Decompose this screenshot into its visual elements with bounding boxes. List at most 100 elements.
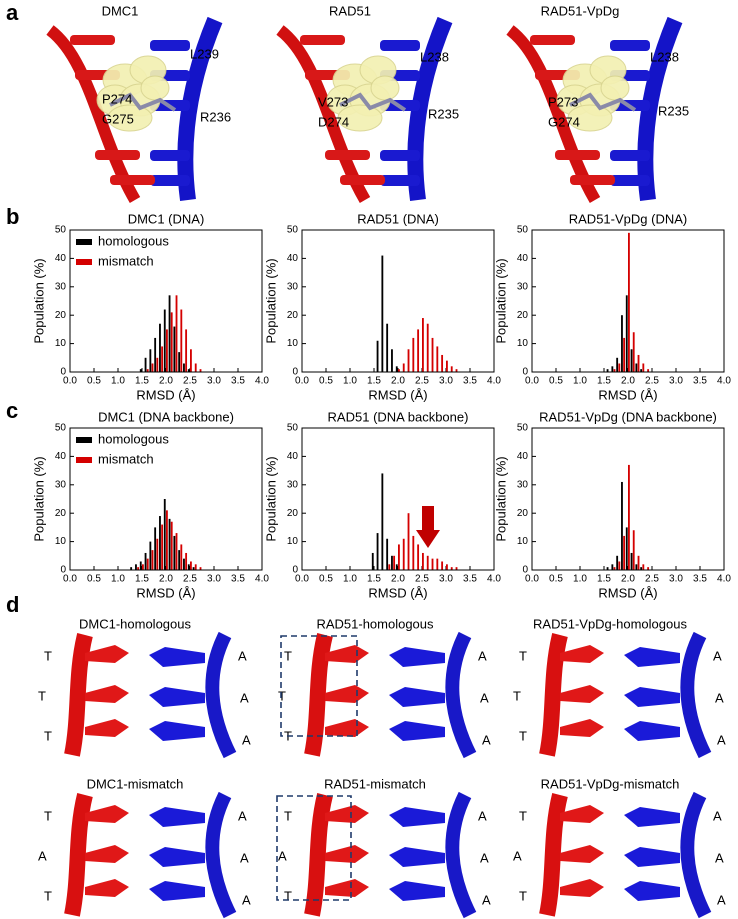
y-tick-label: 20	[55, 310, 67, 321]
bar	[166, 329, 168, 372]
red-base	[555, 150, 600, 160]
y-axis-label: Population (%)	[263, 258, 278, 343]
bar	[199, 567, 202, 570]
residue-label: P274	[102, 91, 132, 106]
plot-frame	[301, 427, 495, 571]
x-tick-label: 3.5	[693, 574, 707, 585]
blue-backbone	[445, 791, 477, 919]
x-tick-label: 0.0	[63, 574, 77, 585]
x-tick-label: 1.0	[343, 574, 357, 585]
y-tick-label: 50	[517, 423, 529, 434]
y-tick-label: 40	[287, 451, 299, 462]
bar	[616, 357, 619, 372]
bar	[149, 349, 152, 372]
x-tick-label: 4.0	[255, 574, 269, 585]
bar	[183, 558, 185, 570]
residue-label: D274	[318, 114, 349, 129]
bar	[154, 527, 157, 570]
bar	[632, 332, 635, 372]
blue-base	[610, 40, 650, 51]
bar	[446, 360, 448, 372]
blue-base	[150, 150, 190, 161]
red-base	[560, 645, 604, 663]
bar	[647, 369, 650, 372]
blue-base	[149, 647, 205, 667]
bar	[628, 464, 630, 570]
x-tick-label: 3.0	[669, 376, 683, 387]
base-letter: A	[715, 690, 724, 705]
legend-swatch	[76, 259, 92, 265]
blue-base	[380, 40, 420, 51]
red-backbone	[539, 633, 568, 757]
chart: DMC1 (DNA backbone) RMSD (Å) Population (%…	[31, 409, 269, 600]
x-axis-label: RMSD (Å)	[368, 387, 427, 402]
bar	[407, 513, 410, 570]
x-tick-label: 2.0	[621, 574, 635, 585]
x-tick-label: 1.0	[111, 574, 125, 585]
blue-base	[624, 847, 680, 867]
bar	[436, 346, 439, 372]
y-tick-label: 0	[292, 565, 298, 576]
bar	[613, 567, 616, 570]
base-letter: A	[480, 850, 489, 865]
bar	[187, 369, 190, 372]
bar	[647, 567, 650, 570]
bar	[144, 552, 147, 570]
red-base	[325, 805, 369, 823]
bar	[146, 558, 149, 570]
red-base	[70, 35, 115, 45]
bar	[441, 561, 444, 570]
bar	[381, 255, 384, 372]
base-letter: A	[480, 690, 489, 705]
bar	[606, 567, 609, 570]
bar	[149, 541, 152, 570]
residue-label: R236	[200, 109, 231, 124]
bar	[183, 363, 185, 372]
bar	[166, 510, 168, 570]
red-backbone	[304, 793, 333, 917]
y-tick-label: 40	[517, 253, 529, 264]
blue-base	[380, 175, 420, 186]
bar	[417, 544, 420, 570]
red-base	[325, 845, 369, 863]
y-tick-label: 20	[517, 310, 529, 321]
panel-title: RAD51	[329, 3, 371, 18]
bar	[398, 369, 400, 372]
highlight-box	[276, 795, 352, 901]
bar	[455, 369, 458, 372]
bar	[180, 544, 183, 570]
red-base	[95, 150, 140, 160]
red-backbone	[64, 793, 93, 917]
x-tick-label: 2.5	[645, 574, 659, 585]
base-letter: T	[519, 728, 527, 743]
vdw-surface	[107, 104, 153, 132]
y-tick-label: 50	[287, 423, 299, 434]
blue-backbone	[205, 791, 237, 919]
panel-title: RAD51-homologous	[316, 616, 434, 631]
bar	[446, 564, 448, 570]
residue-label: L239	[190, 46, 219, 61]
x-tick-label: 2.0	[159, 574, 173, 585]
vdw-surface	[370, 75, 400, 101]
panel-label: a	[6, 0, 19, 25]
base-letter: A	[482, 732, 491, 747]
bar	[173, 326, 176, 372]
x-tick-label: 3.5	[231, 574, 245, 585]
red-base	[560, 805, 604, 823]
blue-base	[149, 847, 205, 867]
legend-label: mismatch	[98, 253, 154, 268]
bar	[621, 481, 623, 570]
y-tick-label: 10	[287, 338, 299, 349]
bar	[450, 567, 453, 570]
y-tick-label: 40	[55, 451, 67, 462]
bar	[635, 363, 638, 372]
blue-base	[610, 150, 650, 161]
bar	[395, 366, 398, 372]
ensemble-view: RAD51-VpDg-mismatch T A T A A A	[513, 776, 726, 919]
panel-title: DMC1-mismatch	[87, 776, 184, 791]
panel-title: RAD51-VpDg	[541, 3, 620, 18]
bar	[190, 349, 192, 372]
chart: RAD51-VpDg (DNA backbone) RMSD (Å) Populat…	[493, 409, 731, 600]
red-backbone	[64, 633, 93, 757]
x-tick-label: 3.5	[463, 376, 477, 387]
